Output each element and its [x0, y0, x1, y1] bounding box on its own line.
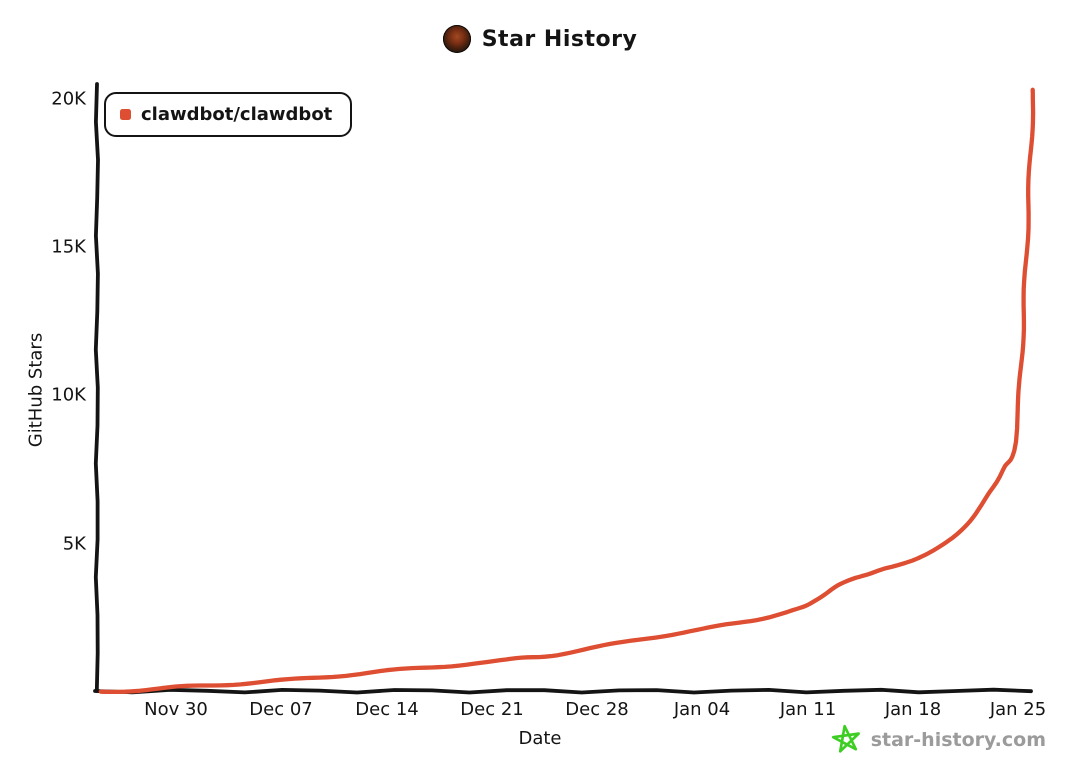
- star-history-logo-icon: [831, 724, 860, 753]
- x-tick-label: Dec 07: [249, 699, 313, 720]
- chart-title-row: Star History: [0, 25, 1080, 53]
- x-tick-label: Jan 25: [989, 699, 1047, 720]
- x-tick-label: Dec 28: [565, 699, 629, 720]
- chart-title: Star History: [481, 26, 638, 52]
- legend-series-marker: [120, 109, 131, 120]
- x-axis-title: Date: [518, 728, 562, 749]
- y-tick-label: 15K: [51, 236, 86, 258]
- y-tick-label: 20K: [51, 88, 86, 110]
- legend-series-label: clawdbot/clawdbot: [141, 104, 333, 125]
- y-tick-label: 5K: [62, 533, 86, 555]
- watermark-text: star-history.com: [870, 728, 1046, 751]
- y-axis-title: GitHub Stars: [25, 332, 47, 448]
- x-tick-label: Dec 14: [355, 699, 419, 720]
- x-tick-label: Jan 11: [779, 699, 837, 720]
- y-tick-label: 10K: [51, 384, 86, 406]
- legend: clawdbot/clawdbot: [104, 92, 353, 137]
- repo-avatar-icon: [442, 25, 471, 53]
- watermark: star-history.com: [831, 724, 1046, 755]
- x-tick-label: Jan 04: [673, 699, 731, 720]
- x-tick-label: Jan 18: [884, 699, 942, 720]
- x-tick-label: Dec 21: [460, 699, 524, 720]
- x-tick-label: Nov 30: [144, 699, 208, 720]
